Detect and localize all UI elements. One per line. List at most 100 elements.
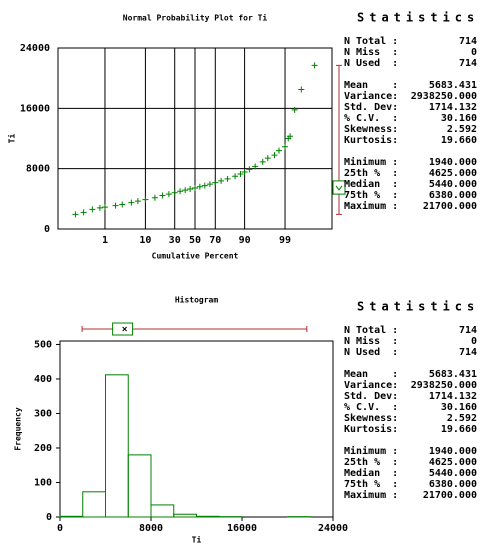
x-tick-label: 30 (169, 235, 181, 246)
stat-label: Mean : (344, 369, 398, 380)
y-tick-label: 300 (34, 408, 52, 419)
stat-value: 1714.132 (429, 391, 477, 402)
data-point (224, 175, 231, 182)
data-point (80, 209, 87, 216)
stat-value: 2.592 (447, 413, 477, 424)
data-point (119, 201, 126, 208)
stat-value: 5683.431 (429, 369, 477, 380)
box (112, 322, 134, 336)
x-tick-label: 1 (102, 235, 108, 246)
data-point (271, 152, 278, 159)
stat-value: 21700.000 (423, 490, 477, 501)
stat-value: 1940.000 (429, 446, 477, 457)
data-point (218, 177, 225, 184)
stat-value: 4625.000 (429, 457, 477, 468)
stat-value: 5683.431 (429, 80, 477, 91)
stat-value: 714 (459, 58, 477, 69)
y-tick-label: 0 (46, 512, 52, 523)
data-point (291, 106, 298, 113)
data-point (259, 158, 266, 165)
y-tick-label: 16000 (20, 103, 50, 114)
data-point (298, 86, 305, 93)
x-tick-label: 70 (209, 235, 221, 246)
stat-label: Skewness: (344, 413, 398, 424)
stat-label: Maximum : (344, 200, 398, 212)
stat-label: % C.V. : (344, 113, 398, 124)
plot-frame (57, 47, 333, 230)
stat-label: 75th % : (344, 190, 398, 201)
stat-label: Variance: (344, 379, 398, 391)
y-tick-label: 8000 (26, 164, 50, 175)
data-point (182, 187, 189, 194)
data-point (128, 199, 135, 206)
y-tick-label: 400 (34, 374, 52, 385)
data-point (311, 62, 318, 69)
stat-label: N Miss : (344, 46, 398, 58)
x-tick-label: 8000 (139, 523, 163, 534)
data-point (159, 192, 166, 199)
box-mean (122, 326, 128, 332)
stat-value: 1714.132 (429, 102, 477, 113)
stat-value: 2938250.000 (411, 380, 477, 391)
chart-title: Normal Probability Plot for Ti (123, 13, 268, 23)
histogram-bar (59, 515, 84, 518)
stat-label: Std. Dev: (344, 102, 398, 113)
stat-label: Variance: (344, 90, 398, 102)
stat-label: % C.V. : (344, 402, 398, 413)
data-point (134, 198, 141, 205)
stat-value: 2.592 (447, 124, 477, 135)
stat-label: Kurtosis: (344, 134, 398, 146)
data-point (196, 183, 203, 190)
data-point (282, 143, 289, 150)
data-point (151, 194, 158, 201)
data-point (177, 188, 184, 195)
chart-title: Histogram (175, 295, 219, 305)
stat-value: 1940.000 (429, 157, 477, 168)
x-axis-label: Cumulative Percent (152, 251, 239, 261)
statistics-title: Statistics (357, 11, 479, 25)
data-point (142, 196, 149, 203)
stat-label: Kurtosis: (344, 423, 398, 435)
stat-value: 5440.000 (429, 468, 477, 479)
x-axis-label: Ti (192, 535, 202, 545)
x-tick-label: 99 (279, 235, 291, 246)
statistics-title: Statistics (357, 300, 479, 314)
data-point (112, 202, 119, 209)
box-median (335, 185, 343, 191)
data-point (241, 169, 248, 176)
data-point (252, 163, 259, 170)
stat-label: Median : (344, 467, 398, 479)
data-point (206, 181, 213, 188)
stat-value: 4625.000 (429, 168, 477, 179)
data-point (165, 191, 172, 198)
histogram-bar (196, 515, 220, 518)
stat-value: 30.160 (441, 402, 477, 413)
data-point (212, 179, 219, 186)
stat-label: N Miss : (344, 335, 398, 347)
y-tick-label: 24000 (20, 43, 50, 54)
stat-value: 0 (471, 47, 477, 58)
stat-value: 19.660 (441, 135, 477, 146)
y-tick-label: 200 (34, 443, 52, 454)
data-point (192, 184, 198, 191)
x-tick-label: 0 (57, 523, 63, 534)
stat-label: Mean : (344, 80, 398, 91)
stat-value: 714 (459, 36, 477, 47)
stat-label: 25th % : (344, 168, 398, 179)
data-point (275, 147, 282, 154)
stat-value: 21700.000 (423, 201, 477, 212)
box (332, 180, 346, 195)
data-point (72, 211, 79, 218)
x-tick-label: 50 (189, 235, 201, 246)
stat-label: N Used : (344, 58, 398, 69)
stat-value: 2938250.000 (411, 91, 477, 102)
data-point (201, 182, 208, 189)
histogram-bar (150, 504, 175, 518)
stat-value: 19.660 (441, 424, 477, 435)
data-point (264, 155, 271, 162)
data-point (89, 206, 96, 213)
x-tick-label: 16000 (227, 523, 257, 534)
stat-label: N Total : (344, 36, 398, 47)
stat-label: Minimum : (344, 156, 398, 168)
